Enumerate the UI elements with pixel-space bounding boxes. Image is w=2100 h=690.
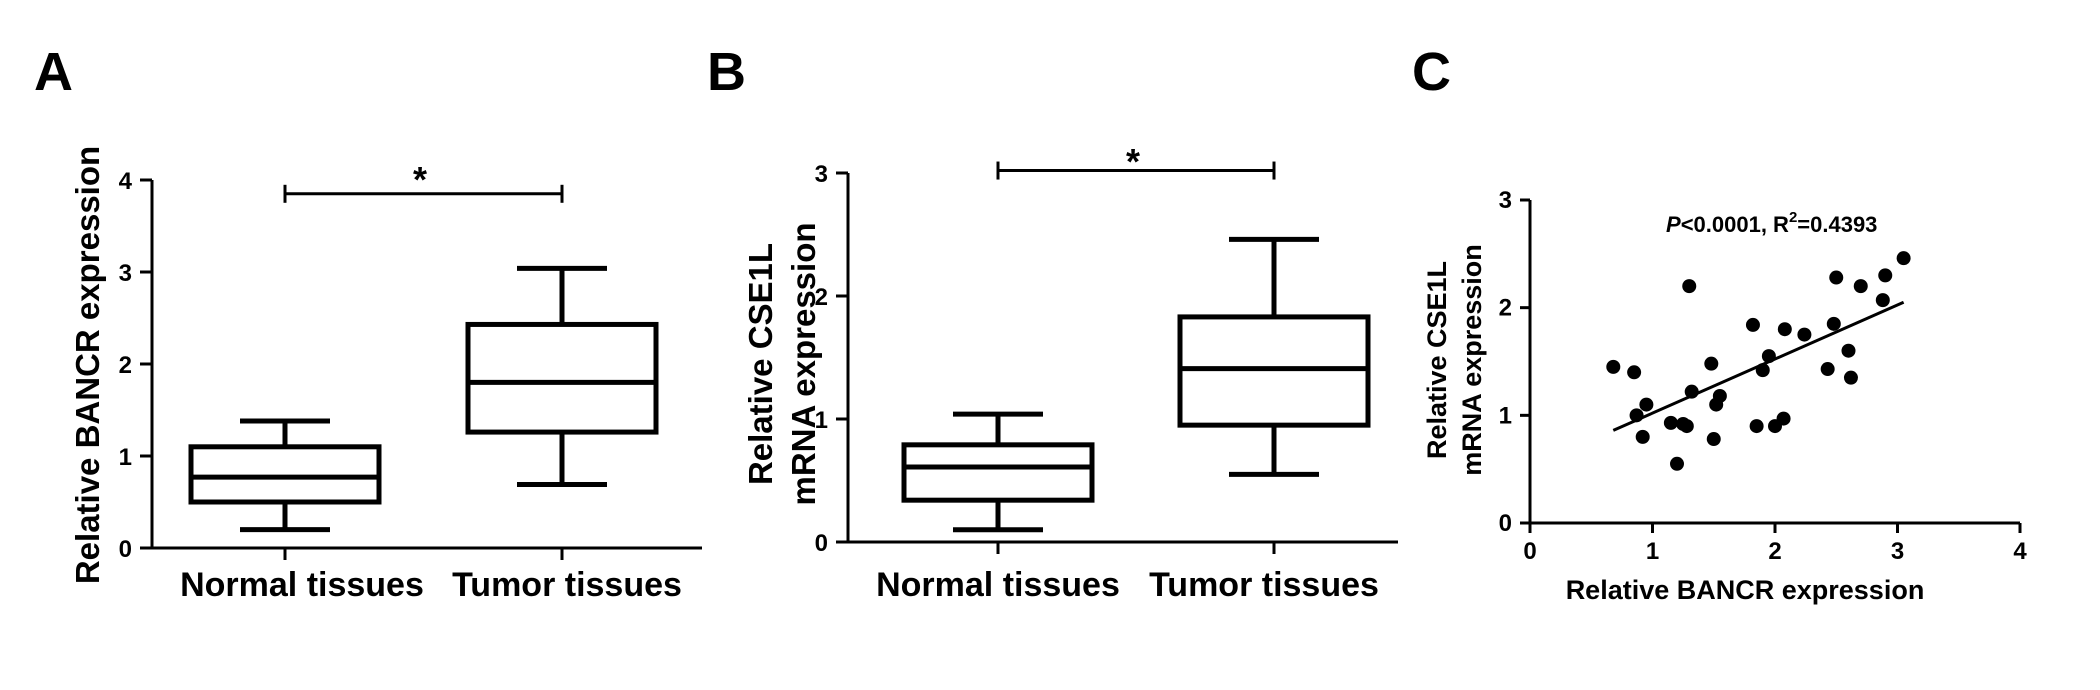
panel-b: B 0 1 2 3 Normal tissues Tumor tissues Rela…: [707, 42, 1398, 604]
scatter-point: [1745, 317, 1760, 332]
scatter-point: [1777, 322, 1792, 337]
x-category-label: Normal tissues: [876, 566, 1120, 604]
x-tick-label: 2: [1768, 538, 1781, 565]
scatter-point: [1706, 432, 1721, 447]
y-axis-title-line1-c: Relative CSE1L: [1422, 261, 1452, 459]
scatter-point: [1684, 384, 1699, 399]
statistics-annotation: P<0.0001, R2=0.4393: [1666, 209, 1877, 237]
scatter-point: [1749, 419, 1764, 434]
panel-a: A 0 1 2 3 4 Normal tissues Tumor tissues Rel…: [34, 42, 702, 604]
y-tick-label: 2: [1499, 295, 1512, 322]
scatter-point: [1843, 370, 1858, 385]
y-tick-label: 3: [119, 260, 132, 287]
y-tick-label: 3: [815, 161, 828, 188]
scatter-point: [1829, 270, 1844, 285]
scatter-point: [1820, 362, 1835, 377]
box-iqr: [465, 321, 659, 435]
scatter-point: [1712, 388, 1727, 403]
scatter-point: [1878, 268, 1893, 283]
y-axis-title-line2-c: mRNA expression: [1457, 244, 1487, 476]
r-squared-superscript: 2: [1789, 209, 1797, 226]
r-squared-text: =0.4393: [1797, 212, 1877, 237]
y-tick-label: 2: [119, 352, 132, 379]
scatter-point: [1761, 349, 1776, 364]
x-tick-label: 0: [1523, 538, 1536, 565]
x-category-label: Normal tissues: [180, 566, 424, 604]
scatter-point: [1635, 429, 1650, 444]
scatter-point: [1704, 356, 1719, 371]
scatter-point: [1627, 365, 1642, 380]
y-tick-label: 3: [1499, 187, 1512, 214]
scatter-plot-c: 0 1 2 3 4 0 1 2 3: [1499, 187, 2028, 565]
scatter-point: [1639, 397, 1654, 412]
scatter-point: [1841, 343, 1856, 358]
x-category-label: Tumor tissues: [1149, 566, 1379, 604]
panel-c: C 0 1 2 3 4 0 1 2 3 Relative BANCR expression Re…: [1412, 42, 2027, 605]
y-tick-label: 1: [119, 444, 132, 471]
y-axis-title-line2-b: mRNA expression: [785, 222, 822, 505]
scatter-point: [1670, 456, 1684, 471]
scatter-point: [1826, 316, 1841, 331]
panel-letter-c: C: [1412, 42, 1451, 102]
scatter-point: [1682, 279, 1697, 294]
y-tick-label: 0: [119, 536, 132, 563]
y-axis-title-a: Relative BANCR expression: [69, 146, 106, 584]
box-plot-a: 0 1 2 3 4: [119, 168, 702, 563]
p-value-text: <0.0001, R: [1681, 212, 1789, 237]
significance-star-a: *: [413, 159, 427, 200]
y-tick-label: 0: [815, 530, 828, 557]
scatter-point: [1896, 251, 1911, 266]
y-tick-label: 0: [1499, 510, 1512, 537]
y-tick-label: 4: [119, 168, 133, 195]
scatter-point: [1853, 279, 1868, 294]
scatter-point: [1875, 293, 1890, 308]
box-plot-b: 0 1 2 3: [815, 161, 1398, 557]
y-axis-title-line1-b: Relative CSE1L: [742, 243, 779, 485]
scatter-point: [1755, 363, 1770, 378]
x-tick-label: 1: [1646, 538, 1659, 565]
y-tick-label: 1: [815, 407, 828, 434]
scatter-point: [1663, 415, 1678, 430]
panel-letter-b: B: [707, 42, 746, 102]
scatter-point: [1679, 419, 1694, 434]
scatter-point: [1629, 408, 1644, 423]
x-tick-label: 4: [2013, 538, 2027, 565]
y-tick-label: 2: [815, 284, 828, 311]
scatter-point: [1797, 327, 1812, 342]
scatter-point: [1776, 411, 1791, 426]
significance-star-b: *: [1126, 141, 1140, 182]
x-tick-label: 3: [1891, 538, 1904, 565]
scatter-point: [1606, 359, 1621, 374]
box-iqr: [901, 442, 1095, 503]
p-symbol: P: [1666, 212, 1681, 237]
x-category-label: Tumor tissues: [452, 566, 682, 604]
y-tick-label: 1: [1499, 402, 1512, 429]
panel-letter-a: A: [34, 42, 73, 102]
box-iqr: [188, 444, 382, 505]
x-axis-title-c: Relative BANCR expression: [1566, 575, 1925, 605]
